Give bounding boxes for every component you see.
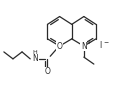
Text: N: N xyxy=(32,54,38,63)
Text: I: I xyxy=(99,41,101,50)
Text: H: H xyxy=(32,50,37,55)
Text: O: O xyxy=(44,67,50,76)
Text: O: O xyxy=(57,42,62,51)
Text: N: N xyxy=(81,42,87,51)
Text: +: + xyxy=(86,40,91,45)
Text: −: − xyxy=(103,39,108,44)
